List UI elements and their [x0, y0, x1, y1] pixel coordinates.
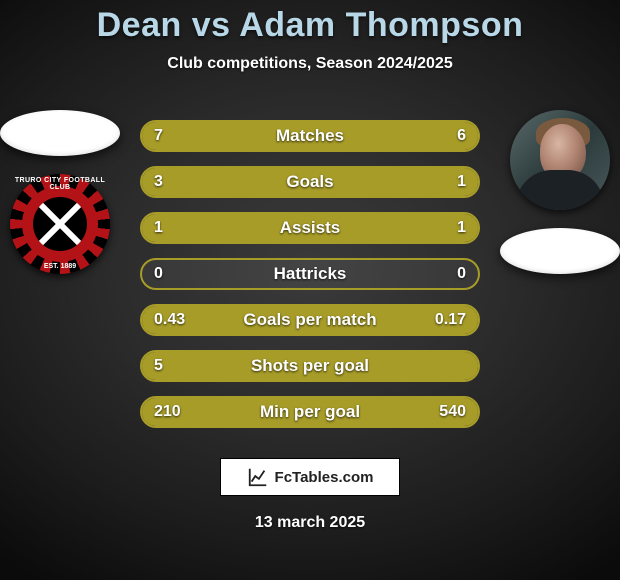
stat-label: Min per goal — [142, 398, 478, 426]
player-left-name-plate — [0, 110, 120, 156]
stat-bars: 76Matches 31Goals 11Assists 00Hattricks 0.43… — [140, 120, 480, 428]
stat-bar: 0.430.17Goals per match — [140, 304, 480, 336]
subtitle: Club competitions, Season 2024/2025 — [0, 55, 620, 73]
right-column — [500, 110, 620, 274]
badge-text-top: TRURO CITY FOOTBALL CLUB — [10, 177, 110, 191]
stat-bar: 5Shots per goal — [140, 350, 480, 382]
chart-icon — [247, 466, 269, 488]
stat-label: Assists — [142, 214, 478, 242]
left-column: TRURO CITY FOOTBALL CLUB EST. 1889 — [0, 110, 120, 274]
stat-bar: 11Assists — [140, 212, 480, 244]
branding-text: FcTables.com — [275, 469, 374, 486]
stat-bar: 00Hattricks — [140, 258, 480, 290]
stat-bar: 210540Min per goal — [140, 396, 480, 428]
infographic: Dean vs Adam Thompson Club competitions,… — [0, 0, 620, 580]
page-title: Dean vs Adam Thompson — [0, 0, 620, 45]
stat-label: Hattricks — [142, 260, 478, 288]
player-right-avatar — [510, 110, 610, 210]
player-right-name-plate — [500, 228, 620, 274]
stat-bar: 31Goals — [140, 166, 480, 198]
branding-box[interactable]: FcTables.com — [220, 458, 400, 496]
stat-label: Shots per goal — [142, 352, 478, 380]
stat-label: Goals — [142, 168, 478, 196]
club-badge-left: TRURO CITY FOOTBALL CLUB EST. 1889 — [10, 174, 110, 274]
badge-text-bottom: EST. 1889 — [10, 263, 110, 270]
stat-label: Goals per match — [142, 306, 478, 334]
date-text: 13 march 2025 — [0, 514, 620, 532]
stat-bar: 76Matches — [140, 120, 480, 152]
stat-label: Matches — [142, 122, 478, 150]
